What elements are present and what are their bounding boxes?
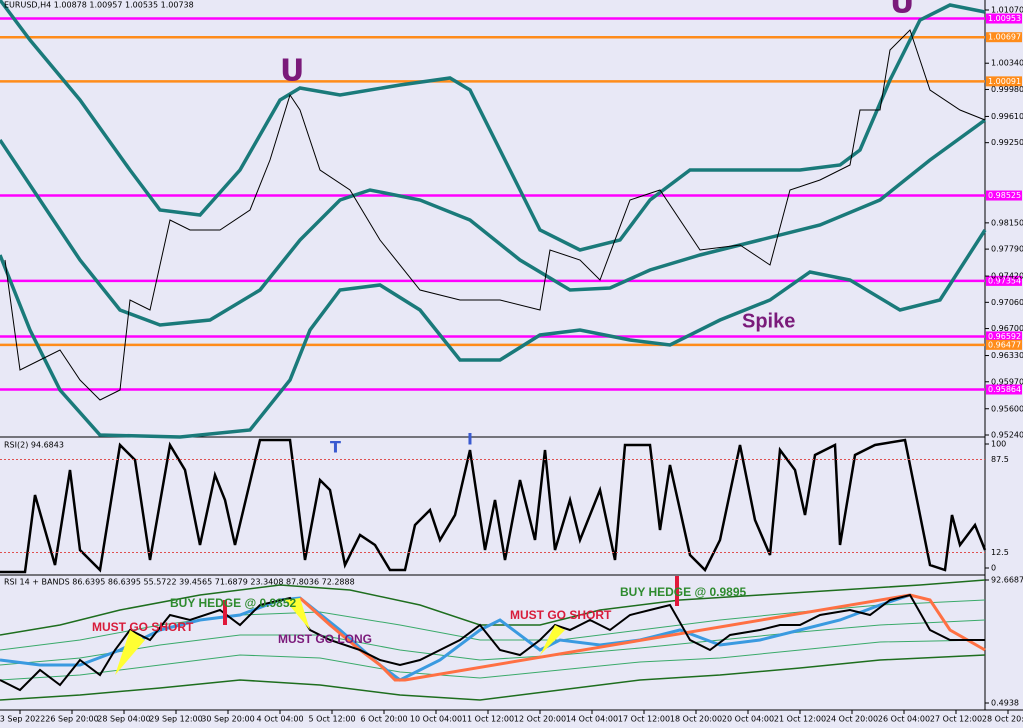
price-tick-label: 0.97420 bbox=[991, 272, 1023, 281]
rsi-bands bbox=[0, 579, 986, 701]
marker: T bbox=[330, 438, 341, 457]
date-label: 6 Oct 20:00 bbox=[360, 715, 407, 724]
band bbox=[0, 654, 986, 701]
annotation: BUY HEDGE @ 0.9895 bbox=[620, 585, 747, 599]
rsi-tick-label: 0 bbox=[991, 564, 996, 573]
level-label: 0.95864 bbox=[988, 385, 1021, 394]
level-tag bbox=[986, 275, 1022, 286]
level-label: 0.96592 bbox=[988, 332, 1021, 341]
price-tick-label: 0.96700 bbox=[991, 324, 1023, 333]
annotation: Spike bbox=[742, 310, 795, 332]
price-tick-label: 1.00340 bbox=[991, 59, 1023, 68]
level-label: 0.98525 bbox=[988, 191, 1021, 200]
price-line bbox=[4, 29, 986, 401]
rsi-band-tick-label: 92.6687 bbox=[991, 576, 1023, 585]
price-tick-label: 0.98150 bbox=[991, 218, 1023, 227]
level-label: 1.00697 bbox=[988, 33, 1021, 42]
date-label: 10 Oct 04:00 bbox=[410, 715, 462, 724]
annotation: MUST GO LONG bbox=[278, 632, 372, 646]
band bbox=[0, 619, 986, 666]
u-marker: U bbox=[280, 54, 304, 89]
annotation: MUST GO SHORT bbox=[92, 620, 194, 634]
price-tick-label: 0.97060 bbox=[991, 298, 1023, 307]
date-label: 24 Oct 20:00 bbox=[826, 715, 878, 724]
price-tick-label: 0.99610 bbox=[991, 112, 1023, 121]
upper-band bbox=[0, 0, 986, 252]
marker: I bbox=[467, 430, 473, 449]
highlight bbox=[540, 625, 565, 655]
date-label: 28 Sep 04:00 bbox=[97, 715, 150, 724]
symbol-header: EURUSD,H4 1.00878 1.00957 1.00535 1.0073… bbox=[4, 1, 194, 10]
panel-title: RSI(2) 94.6843 bbox=[4, 441, 64, 450]
date-label: 23 Sep 2022 bbox=[0, 715, 45, 724]
date-label: 26 Sep 20:00 bbox=[45, 715, 98, 724]
middle-band bbox=[0, 118, 987, 327]
level-label: 0.96477 bbox=[988, 340, 1021, 349]
rsi-band-tick-label: 0.4938 bbox=[991, 699, 1019, 708]
panel-title: RSI 14 + BANDS 86.6395 86.6395 55.5722 3… bbox=[4, 578, 355, 587]
highlight bbox=[285, 598, 310, 630]
price-tick-label: 0.95240 bbox=[991, 431, 1023, 440]
price-tick-label: 0.96330 bbox=[991, 351, 1023, 360]
band bbox=[0, 639, 986, 681]
date-label: 28 Oct 20:00 bbox=[982, 715, 1023, 724]
price-tick-label: 0.97790 bbox=[991, 245, 1023, 254]
level-label: 0.97354 bbox=[988, 276, 1021, 285]
date-label: 21 Oct 12:00 bbox=[774, 715, 826, 724]
date-label: 5 Oct 12:00 bbox=[308, 715, 355, 724]
date-label: 12 Oct 20:00 bbox=[514, 715, 566, 724]
rsi-signal bbox=[298, 593, 986, 682]
signal-bar bbox=[223, 600, 227, 625]
date-label: 30 Sep 20:00 bbox=[201, 715, 254, 724]
date-label: 17 Oct 12:00 bbox=[618, 715, 670, 724]
date-label: 29 Sep 12:00 bbox=[149, 715, 202, 724]
levels: 1.00953 1.00697 1.00091 0.98525 0.97354 0.965… bbox=[0, 13, 1022, 395]
price-tick-label: 0.95970 bbox=[991, 377, 1023, 386]
price-tick-label: 0.99250 bbox=[991, 138, 1023, 147]
date-label: 14 Oct 04:00 bbox=[566, 715, 618, 724]
rsi2-line bbox=[0, 438, 987, 574]
date-label: 20 Oct 04:00 bbox=[722, 715, 774, 724]
date-label: 18 Oct 20:00 bbox=[670, 715, 722, 724]
lower-band bbox=[0, 229, 987, 439]
level-label: 1.00953 bbox=[988, 14, 1021, 23]
price-tick-label: 1.01070 bbox=[991, 6, 1023, 15]
highlight bbox=[115, 630, 145, 675]
rsi-tick-label: 87.5 bbox=[991, 455, 1009, 464]
level-tag bbox=[986, 76, 1022, 87]
rsi-tick-label: 12.5 bbox=[991, 548, 1009, 557]
u-marker: U bbox=[890, 0, 914, 21]
date-label: 11 Oct 12:00 bbox=[462, 715, 514, 724]
annotation: BUY HEDGE @ 0.9852 bbox=[170, 596, 297, 610]
level-tag bbox=[986, 32, 1022, 43]
bollinger-bands bbox=[0, 0, 987, 439]
level-tag bbox=[986, 331, 1022, 342]
rsi-line bbox=[0, 593, 985, 692]
annotation: MUST GO SHORT bbox=[510, 608, 612, 622]
rsi-tick-label: 100 bbox=[991, 440, 1006, 449]
level-tag bbox=[986, 190, 1022, 201]
level-tag bbox=[986, 384, 1022, 395]
signal-bar bbox=[675, 576, 679, 606]
level-tag bbox=[986, 13, 1022, 24]
price-tick-label: 0.99980 bbox=[991, 85, 1023, 94]
rsi-signal bbox=[0, 593, 911, 682]
level-label: 1.00091 bbox=[988, 77, 1021, 86]
level-tag bbox=[986, 339, 1022, 350]
date-label: 4 Oct 04:00 bbox=[256, 715, 303, 724]
date-label: 26 Oct 04:00 bbox=[878, 715, 930, 724]
date-label: 27 Oct 12:00 bbox=[930, 715, 982, 724]
price-tick-label: 0.95600 bbox=[991, 404, 1023, 413]
